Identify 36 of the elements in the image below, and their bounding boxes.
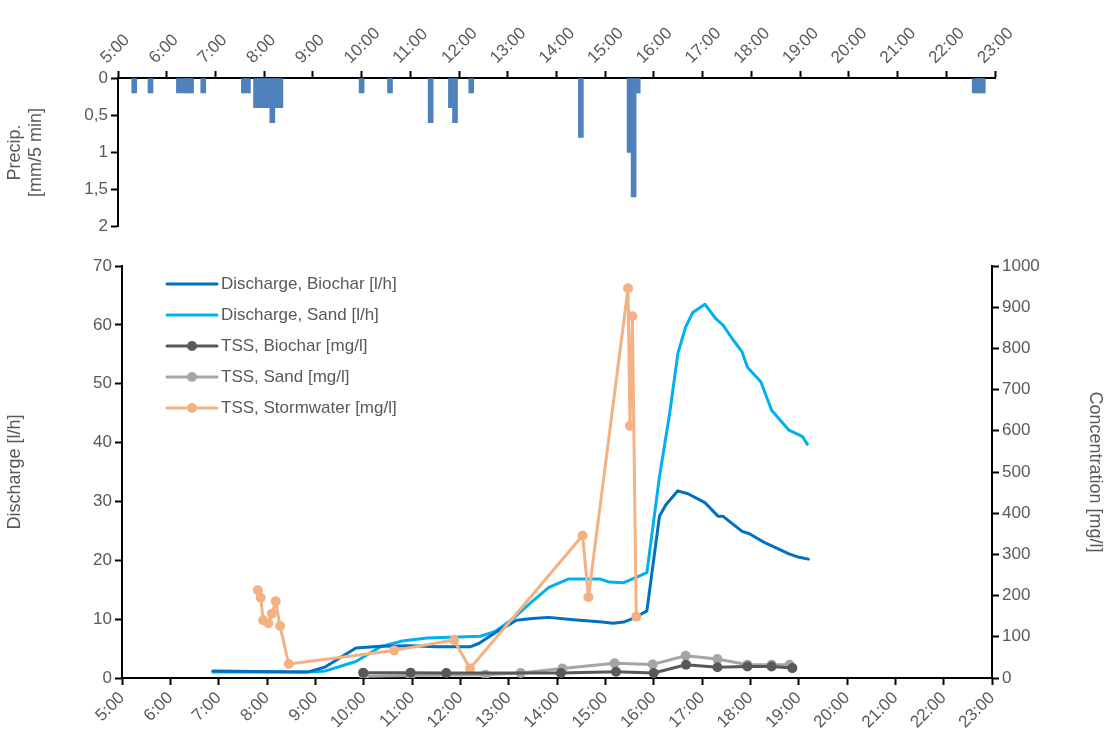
legend-label: TSS, Sand [mg/l] — [221, 366, 350, 386]
y-tick-label: 0,5 — [84, 104, 108, 124]
y2-tick-label: 200 — [1002, 585, 1031, 605]
y-tick-label: 0 — [102, 667, 112, 687]
y2-tick-label: 400 — [1002, 502, 1031, 522]
y-axis-title: Discharge [l/h] — [3, 414, 24, 530]
y-tick-label: 40 — [93, 432, 112, 452]
y-axis-title: Precip. [mm/5 min] — [3, 107, 46, 197]
y2-tick-label: 500 — [1002, 461, 1031, 481]
y-tick-label: 0 — [98, 67, 108, 87]
y-tick-label: 50 — [93, 373, 112, 393]
legend-label: Discharge, Sand [l/h] — [221, 304, 379, 324]
y2-tick-label: 800 — [1002, 338, 1031, 358]
legend-label: TSS, Biochar [mg/l] — [221, 335, 368, 355]
x-tick-label: 7:00 — [193, 30, 231, 67]
y2-tick-label: 900 — [1002, 296, 1031, 316]
x-tick-label: 6:00 — [139, 687, 177, 725]
legend-label: Discharge, Biochar [l/h] — [221, 273, 397, 293]
legend-label: TSS, Stormwater [mg/l] — [221, 397, 397, 417]
y2-tick-label: 700 — [1002, 379, 1031, 399]
y2-tick-label: 300 — [1002, 544, 1031, 564]
y-tick-label: 1,5 — [84, 179, 108, 199]
y-tick-label: 1 — [98, 142, 108, 162]
y-tick-label: 60 — [93, 314, 112, 334]
x-tick-label: 6:00 — [145, 30, 182, 67]
y-tick-label: 30 — [93, 491, 112, 511]
y-tick-label: 2 — [98, 216, 108, 236]
y2-tick-label: 1000 — [1002, 255, 1040, 275]
y-tick-label: 20 — [93, 549, 112, 569]
y-tick-label: 10 — [93, 608, 112, 628]
x-tick-label: 7:00 — [187, 687, 225, 725]
y-tick-label: 70 — [93, 255, 112, 275]
y2-axis-title: Concentration [mg/l] — [1086, 391, 1107, 553]
y2-tick-label: 100 — [1002, 626, 1031, 646]
y2-tick-label: 600 — [1002, 420, 1031, 440]
y2-tick-label: 0 — [1002, 667, 1012, 687]
